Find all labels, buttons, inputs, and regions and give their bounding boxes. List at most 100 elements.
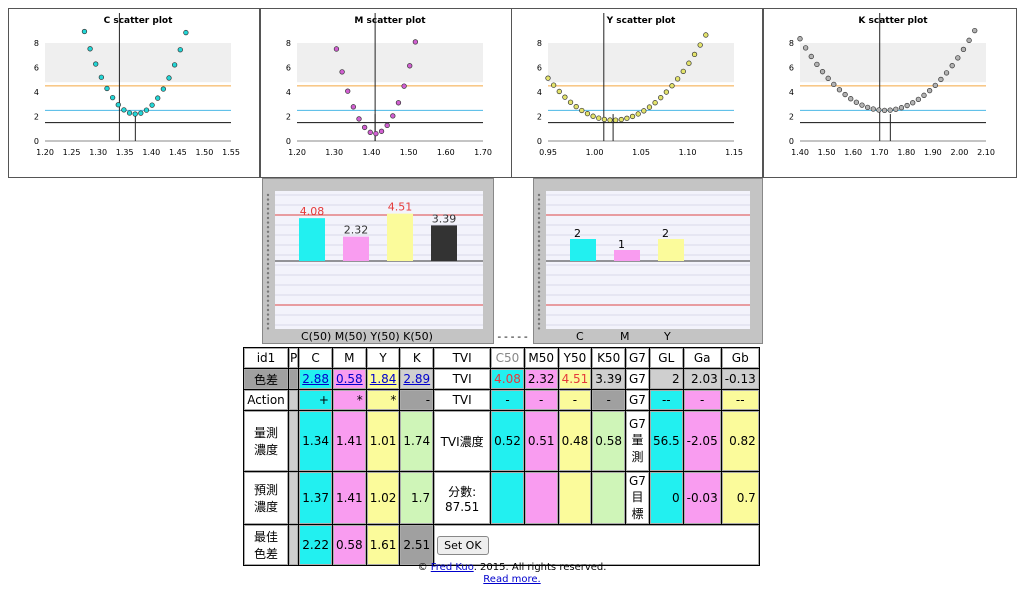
rail-dot: [266, 216, 270, 220]
y-tick-label: 4: [789, 88, 794, 97]
diff-y-link[interactable]: 1.84: [369, 372, 397, 386]
scatter-point: [819, 69, 826, 75]
read-more-link[interactable]: Read more.: [483, 574, 541, 585]
scatter-point: [401, 83, 407, 89]
y-tick-label: 8: [537, 39, 542, 48]
col-header-c50: C50: [491, 348, 524, 368]
scatter-point: [160, 86, 167, 92]
set-ok-button[interactable]: Set OK: [437, 535, 489, 555]
rail-dot: [537, 299, 541, 302]
scatter-point: [81, 28, 88, 35]
rail-dot: [266, 299, 270, 302]
rail-dot: [537, 216, 541, 220]
scatter-point: [171, 62, 178, 68]
bar-value-label: 2.32: [344, 224, 369, 237]
x-tick-label: 1.70: [871, 148, 889, 157]
predicted-y: 1.02: [366, 472, 400, 524]
rail-dot: [266, 258, 270, 261]
measured-c50: 0.52: [491, 411, 524, 471]
predicted-y50: [558, 472, 592, 524]
scatter-point: [407, 63, 413, 69]
scatter-chart-c: C scatter plot 0 2 4 6 8 1.20 1.25 1.30 1.35 1.40 1…: [34, 13, 240, 157]
row-label-measured: 量測濃度: [244, 411, 288, 471]
table-row-predicted: 預測濃度 1.37 1.41 1.02 1.7 分數: 87.51 G7目標 0…: [244, 472, 759, 524]
author-link[interactable]: Fred Kuo: [430, 562, 474, 573]
scatter-point: [943, 70, 950, 76]
scatter-point: [345, 88, 351, 94]
scatter-point: [339, 69, 345, 75]
rail-dot: [537, 322, 541, 325]
rail-dot: [266, 235, 270, 238]
scatter-point: [115, 102, 121, 108]
row-label-predicted: 預測濃度: [244, 472, 288, 524]
measured-m: 1.41: [332, 411, 366, 471]
plot-band: [297, 43, 483, 83]
scatter-point: [960, 46, 967, 53]
diff-k-cell[interactable]: 2.89: [400, 369, 434, 389]
y-tick-label: 4: [34, 88, 39, 97]
diff-k-link[interactable]: 2.89: [403, 372, 431, 386]
rail-dot: [266, 249, 270, 252]
scatter-point: [361, 124, 368, 131]
scatter-point: [601, 116, 608, 123]
scatter-point: [691, 51, 698, 58]
action-bar: [570, 239, 596, 261]
diff-y-cell[interactable]: 1.84: [366, 369, 400, 389]
scatter-point: [966, 37, 972, 43]
col-header-id1: id1: [244, 348, 288, 368]
diff-c-link[interactable]: 2.88: [302, 372, 329, 386]
x-tick-label: 1.50: [400, 148, 418, 157]
predicted-gl: 0: [649, 472, 683, 524]
scatter-point: [612, 117, 619, 123]
action-bar-panel: 2 C 1 M 2 Y: [533, 178, 763, 344]
rail-dot: [537, 249, 541, 252]
scatter-title: K scatter plot: [858, 16, 928, 26]
rail-dot: [537, 203, 541, 206]
scatter-point: [697, 42, 703, 48]
diff-c50: 4.08: [491, 369, 524, 389]
y-tick-label: 6: [34, 64, 39, 73]
scatter-point: [629, 113, 636, 120]
scatter-point: [893, 106, 899, 112]
tvi-bar: [343, 236, 369, 261]
diff-m-link[interactable]: 0.58: [335, 372, 363, 386]
action-m: *: [332, 390, 366, 410]
scatter-point: [831, 81, 837, 88]
scatter-point: [87, 46, 93, 52]
x-tick-label: 1.90: [924, 148, 942, 157]
bar-value-label: 4.08: [300, 205, 325, 218]
y-tick-label: 4: [286, 88, 291, 97]
x-tick-label: 1.20: [36, 148, 54, 157]
x-tick-label: 1.05: [632, 148, 650, 157]
scatter-point: [93, 61, 99, 67]
scatter-panel-c: C scatter plot 0 2 4 6 8 1.20 1.25 1.30 1.35 1.40 1…: [8, 8, 260, 178]
y-tick-label: 6: [789, 64, 794, 73]
action-y50: -: [558, 390, 592, 410]
scatter-point: [596, 115, 602, 121]
x-tick-label: 1.70: [474, 148, 492, 157]
tvi-bar: [299, 218, 325, 261]
predicted-c: 1.37: [299, 472, 332, 524]
plot-band: [45, 43, 231, 83]
scatter-point: [836, 87, 843, 93]
scatter-point: [703, 32, 709, 38]
p-cell: [289, 369, 299, 389]
set-ok-cell: Set OK: [434, 525, 759, 565]
x-tick-label: 1.50: [196, 148, 214, 157]
diff-m-cell[interactable]: 0.58: [332, 369, 366, 389]
rail-dot: [537, 304, 541, 307]
p-cell: [289, 411, 299, 471]
scatter-point: [842, 91, 848, 98]
scatter-point: [686, 60, 692, 66]
g7-label: G7: [626, 390, 649, 410]
y-tick-label: 4: [537, 88, 542, 97]
x-tick-label: 1.50: [818, 148, 836, 157]
predicted-ga: -0.03: [683, 472, 721, 524]
diff-c-cell[interactable]: 2.88: [299, 369, 332, 389]
scatter-point: [132, 111, 138, 117]
scatter-point: [556, 88, 562, 95]
predicted-m: 1.41: [332, 472, 366, 524]
row-label-action: Action: [244, 390, 288, 410]
diff-m50: 2.32: [524, 369, 558, 389]
rail-dot: [266, 267, 270, 270]
